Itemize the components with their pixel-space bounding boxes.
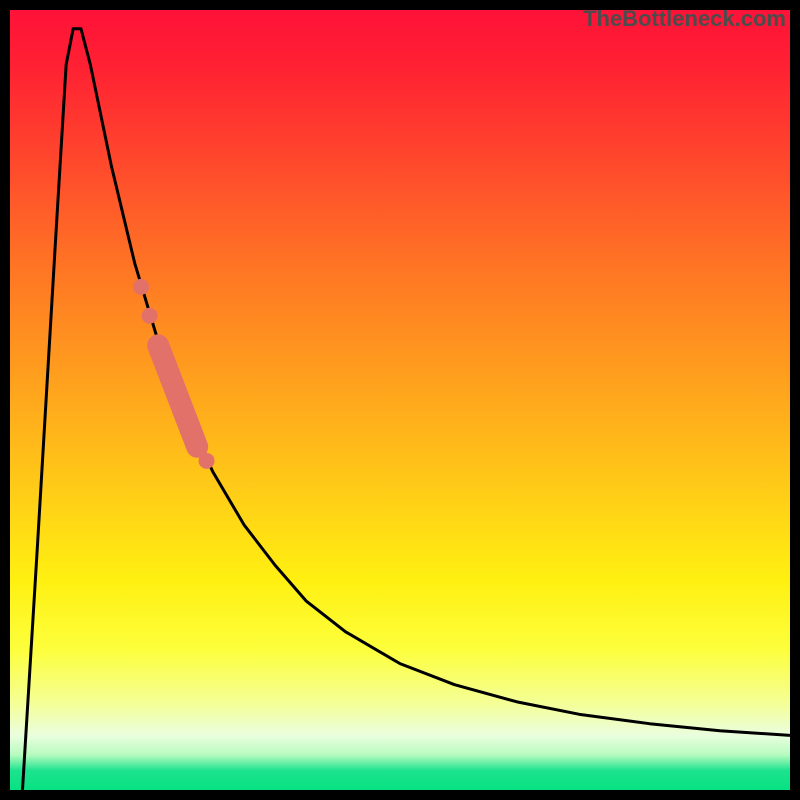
chart-container: TheBottleneck.com	[0, 0, 800, 800]
highlight-dot	[199, 453, 215, 469]
highlight-dot	[133, 279, 149, 295]
bottleneck-chart	[0, 0, 800, 800]
highlight-dot	[142, 308, 158, 324]
watermark-text: TheBottleneck.com	[583, 6, 786, 32]
